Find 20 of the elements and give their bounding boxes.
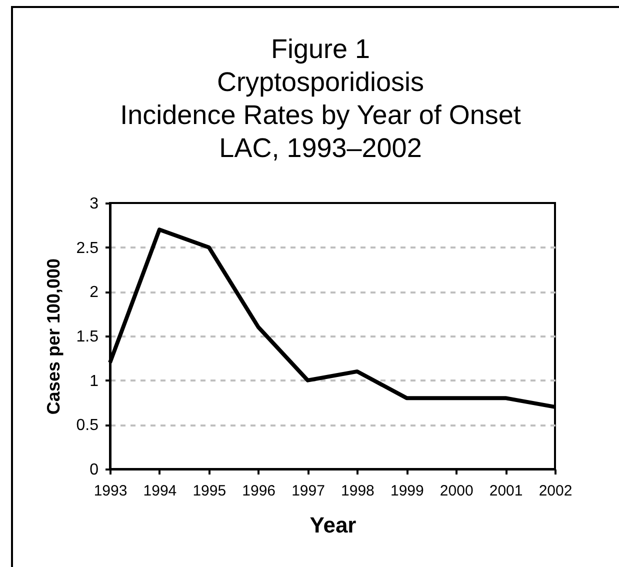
y-tick-label: 0 [90, 462, 99, 478]
y-tick-label: 0.5 [76, 417, 99, 434]
x-tick-label: 1997 [292, 482, 325, 500]
x-axis-title: Year [310, 512, 357, 538]
x-tick-label: 1994 [143, 482, 177, 500]
x-tick-label: 2000 [440, 482, 474, 500]
y-tick-label: 1 [90, 372, 99, 390]
x-tick-label: 1998 [341, 482, 374, 500]
x-tick-label: 1993 [94, 482, 128, 500]
chart-title: Figure 1 Cryptosporidiosis Incidence Rates by Year of Onset LAC, 1993–2002 [120, 34, 522, 163]
x-tick-label: 2001 [489, 482, 523, 500]
y-axis-title: Cases per 100,000 [43, 258, 64, 415]
y-tick-label: 3 [90, 196, 99, 212]
x-tick-label: 1996 [242, 482, 276, 500]
y-tick-label: 1.5 [76, 328, 99, 346]
x-tick-label: 2002 [538, 482, 572, 500]
y-tick-label: 2 [90, 284, 99, 302]
y-tick-label: 2.5 [76, 240, 99, 257]
x-tick-label: 1995 [192, 482, 226, 500]
x-tick-label: 1999 [390, 482, 424, 500]
